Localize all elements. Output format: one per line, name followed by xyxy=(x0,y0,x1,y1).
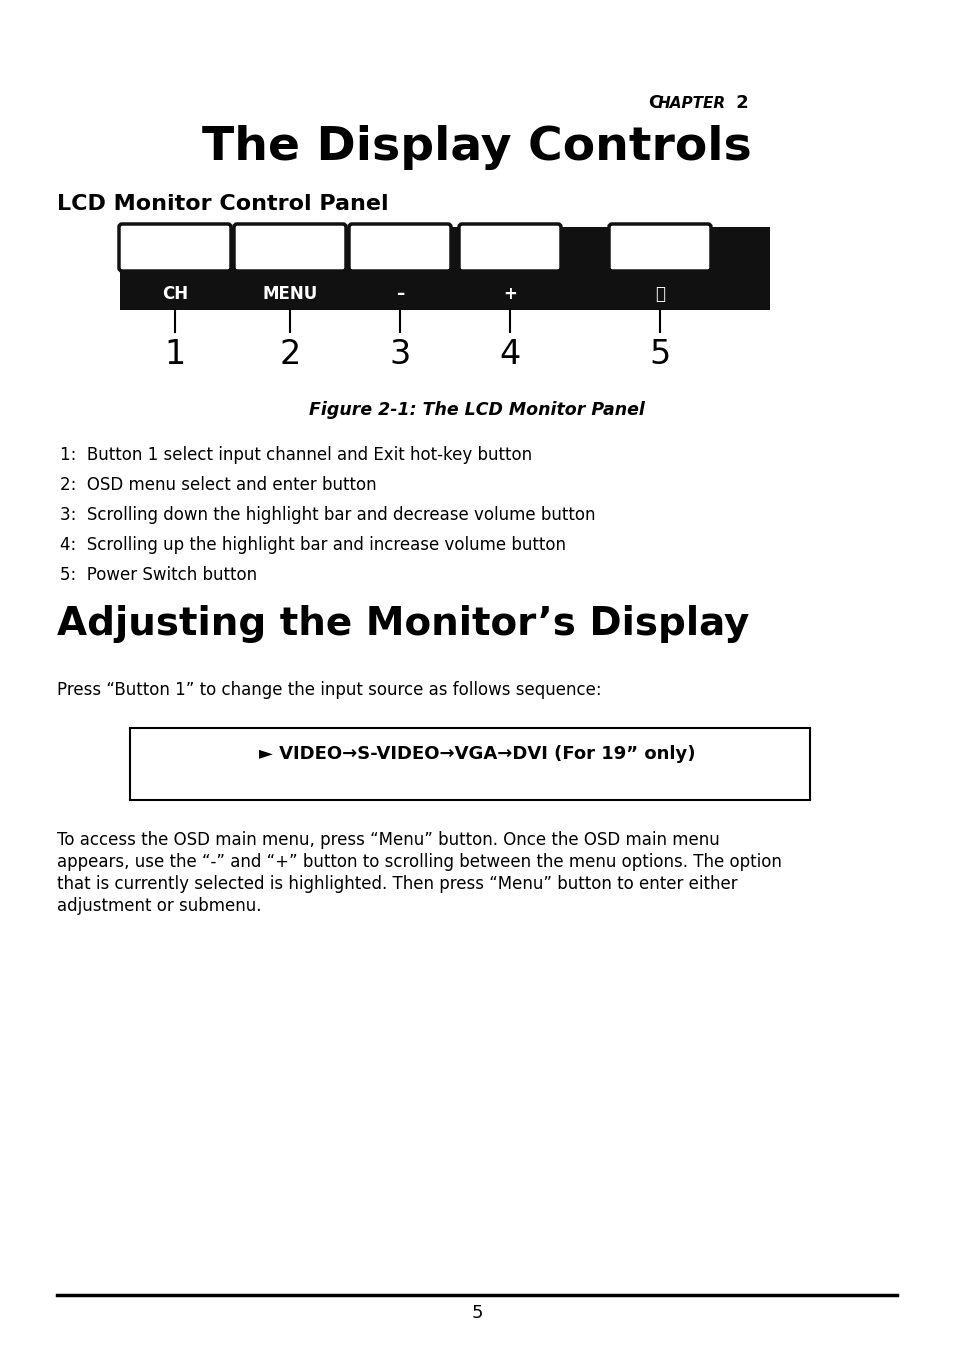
Text: 1:  Button 1 select input channel and Exit hot-key button: 1: Button 1 select input channel and Exi… xyxy=(60,446,532,464)
Text: ► VIDEO→S-VIDEO→VGA→DVI (For 19” only): ► VIDEO→S-VIDEO→VGA→DVI (For 19” only) xyxy=(258,745,695,763)
Text: CH: CH xyxy=(162,285,188,303)
Text: Adjusting the Monitor’s Display: Adjusting the Monitor’s Display xyxy=(57,604,749,644)
Text: 3: 3 xyxy=(389,338,410,370)
Text: that is currently selected is highlighted. Then press “Menu” button to enter eit: that is currently selected is highlighte… xyxy=(57,875,737,894)
Text: LCD Monitor Control Panel: LCD Monitor Control Panel xyxy=(57,193,388,214)
FancyBboxPatch shape xyxy=(349,224,451,270)
Text: 4:  Scrolling up the highlight bar and increase volume button: 4: Scrolling up the highlight bar and in… xyxy=(60,535,565,554)
FancyBboxPatch shape xyxy=(119,224,231,270)
Text: 3:  Scrolling down the highlight bar and decrease volume button: 3: Scrolling down the highlight bar and … xyxy=(60,506,595,525)
Text: HAPTER: HAPTER xyxy=(658,96,725,111)
Text: MENU: MENU xyxy=(262,285,317,303)
Text: Press “Button 1” to change the input source as follows sequence:: Press “Button 1” to change the input sou… xyxy=(57,681,601,699)
Text: 2: 2 xyxy=(729,95,748,112)
Text: ⏻: ⏻ xyxy=(655,285,664,303)
Text: 4: 4 xyxy=(498,338,520,370)
Text: 2:  OSD menu select and enter button: 2: OSD menu select and enter button xyxy=(60,476,376,493)
FancyBboxPatch shape xyxy=(608,224,710,270)
Text: 2: 2 xyxy=(279,338,300,370)
Text: appears, use the “-” and “+” button to scrolling between the menu options. The o: appears, use the “-” and “+” button to s… xyxy=(57,853,781,871)
FancyBboxPatch shape xyxy=(458,224,560,270)
Text: Figure 2-1: The LCD Monitor Panel: Figure 2-1: The LCD Monitor Panel xyxy=(309,402,644,419)
Text: 5: 5 xyxy=(649,338,670,370)
Text: To access the OSD main menu, press “Menu” button. Once the OSD main menu: To access the OSD main menu, press “Menu… xyxy=(57,831,719,849)
Text: 5:  Power Switch button: 5: Power Switch button xyxy=(60,566,257,584)
Text: The Display Controls: The Display Controls xyxy=(202,124,751,170)
Text: 1: 1 xyxy=(164,338,186,370)
FancyBboxPatch shape xyxy=(233,224,346,270)
Text: adjustment or submenu.: adjustment or submenu. xyxy=(57,896,261,915)
Text: C: C xyxy=(647,95,660,112)
Text: –: – xyxy=(395,285,404,303)
Text: 5: 5 xyxy=(471,1303,482,1322)
Text: +: + xyxy=(502,285,517,303)
Bar xyxy=(120,227,769,272)
Bar xyxy=(120,272,769,310)
